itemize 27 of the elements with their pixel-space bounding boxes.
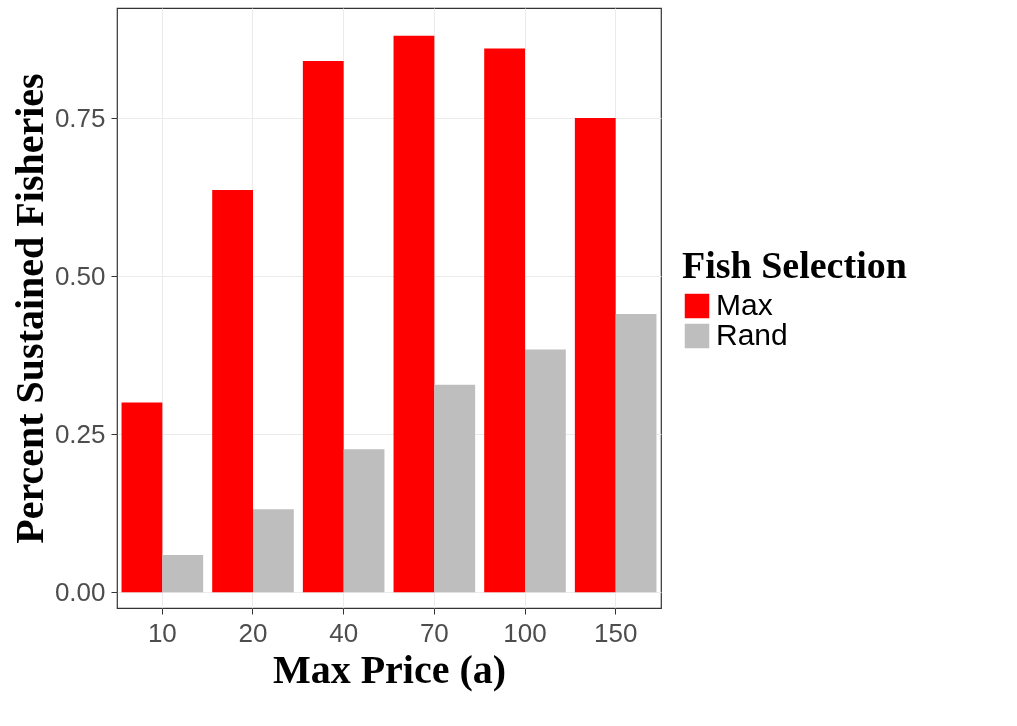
x-axis-title: Max Price (a) bbox=[272, 646, 507, 692]
bar bbox=[212, 190, 253, 593]
bar bbox=[615, 314, 657, 593]
bar bbox=[162, 554, 204, 593]
bar bbox=[393, 35, 435, 593]
x-tick-label: 150 bbox=[593, 617, 638, 648]
x-tick-label: 70 bbox=[419, 617, 449, 648]
bar bbox=[434, 384, 476, 593]
bar bbox=[574, 118, 616, 593]
x-tick-label: 10 bbox=[147, 617, 177, 648]
legend-label: Max bbox=[716, 288, 773, 321]
bar bbox=[253, 509, 294, 593]
x-tick-label: 40 bbox=[329, 617, 359, 648]
x-tick-label: 20 bbox=[238, 617, 268, 648]
bar bbox=[121, 402, 163, 593]
y-tick-label: 0.75 bbox=[54, 102, 106, 133]
y-tick-label: 0.00 bbox=[54, 576, 106, 607]
x-tick-label: 100 bbox=[503, 617, 547, 648]
bar bbox=[484, 48, 525, 593]
legend-label: Rand bbox=[716, 318, 788, 351]
bar bbox=[525, 349, 566, 593]
bar bbox=[302, 61, 344, 593]
legend-title: Fish Selection bbox=[682, 244, 907, 286]
y-axis-title: Percent Sustained Fisheries bbox=[6, 73, 52, 544]
y-tick-label: 0.25 bbox=[54, 418, 106, 449]
y-tick-label: 0.50 bbox=[54, 260, 106, 291]
bar bbox=[343, 449, 385, 593]
